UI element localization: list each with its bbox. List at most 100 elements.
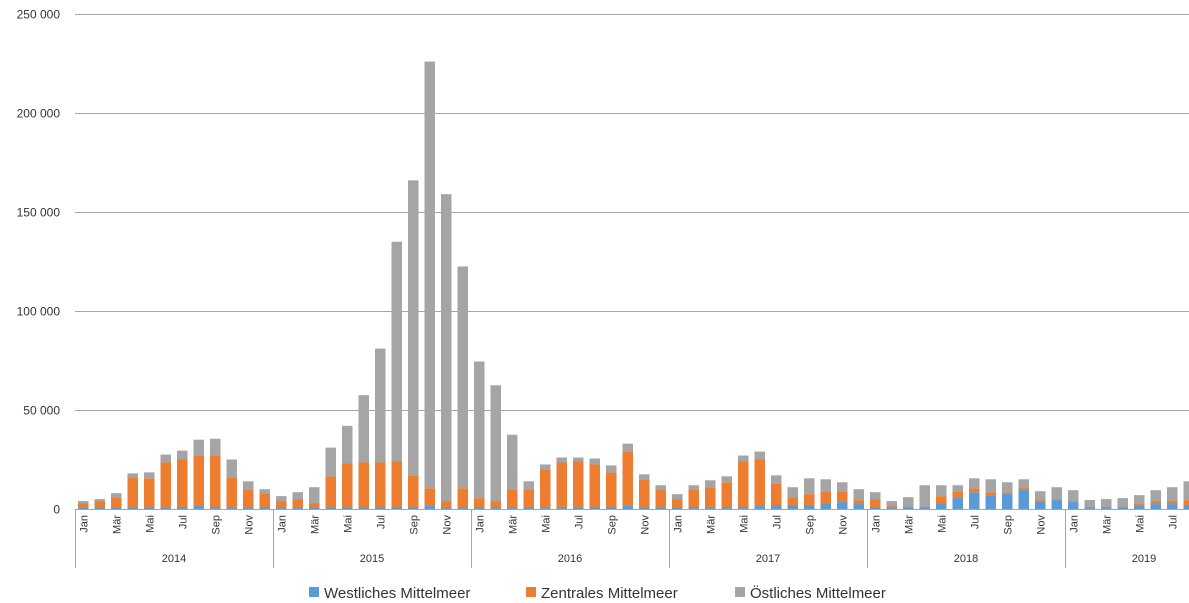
bar-segment-east (540, 464, 551, 470)
bar-segment-east (78, 501, 89, 504)
bar-segment-west (853, 504, 864, 509)
bar-segment-east (754, 451, 765, 460)
y-tick-label: 50 000 (23, 404, 60, 418)
bar-segment-west (903, 508, 914, 509)
bar-segment-west (1183, 505, 1189, 509)
x-tick-label: Jan (672, 515, 684, 533)
bar-segment-east (111, 493, 122, 498)
bar-segment-west (94, 508, 105, 509)
bar-segment-west (589, 507, 600, 509)
bar-segment-west (457, 508, 468, 509)
bar-segment-central (804, 494, 815, 506)
bar-segment-central (853, 500, 864, 505)
bar-segment-east (573, 457, 584, 462)
bar-segment-west (490, 508, 501, 509)
x-tick-label: Mär (705, 515, 717, 534)
bar-segment-central (1051, 499, 1062, 501)
bar-segment-west (160, 508, 171, 509)
legend-label-east: Östliches Mittelmeer (750, 584, 886, 602)
bar-segment-east (1068, 490, 1079, 502)
bar-segment-central (375, 462, 386, 509)
bar-segment-central (507, 489, 518, 509)
bar-segment-west (1051, 500, 1062, 509)
bar-segment-east (507, 434, 518, 490)
bar-segment-east (160, 454, 171, 463)
bar-segment-central (573, 461, 584, 509)
bar-segment-east (1183, 481, 1189, 501)
bar-segment-west (556, 508, 567, 509)
x-tick-label: Nov (639, 515, 651, 535)
bar-segment-west (193, 506, 204, 509)
bar-segment-central (672, 499, 683, 509)
x-tick-label: Mär (1101, 515, 1113, 534)
bar-segment-west (622, 506, 633, 509)
bar-segment-east (193, 439, 204, 456)
bar-segment-west (259, 508, 270, 509)
bar-segment-west (127, 508, 138, 509)
bar-segment-east (721, 476, 732, 483)
bar-segment-west (507, 508, 518, 509)
bar-segment-east (94, 499, 105, 502)
bar-segment-east (886, 501, 897, 507)
bar-segment-central (1018, 487, 1029, 490)
bar-segment-east (1035, 491, 1046, 501)
bar-segment-west (391, 507, 402, 509)
x-tick-label: Nov (1035, 515, 1047, 535)
bar-segment-west (606, 507, 617, 509)
bar-segment-central (985, 492, 996, 496)
bar-segment-central (1068, 501, 1079, 503)
year-label: 2019 (1132, 553, 1156, 565)
bar-segment-central (226, 477, 237, 509)
year-label: 2016 (558, 553, 582, 565)
bar-segment-east (408, 180, 419, 476)
bar-segment-central (1101, 507, 1112, 509)
x-tick-label: Jul (771, 515, 783, 529)
bar-segment-east (738, 455, 749, 462)
bar-segment-west (358, 508, 369, 509)
bar-segment-east (391, 241, 402, 462)
y-tick-label: 250 000 (17, 8, 61, 22)
bar-segment-west (1035, 501, 1046, 509)
bar-segment-central (969, 488, 980, 493)
gridlines (75, 14, 1189, 411)
y-tick-label: 150 000 (17, 206, 61, 220)
bar-segment-east (705, 480, 716, 488)
x-tick-label: Mai (342, 515, 354, 533)
bar-segment-east (1018, 479, 1029, 488)
bar-segment-central (589, 464, 600, 508)
bar-segment-west (1068, 502, 1079, 509)
bar-segment-west (292, 508, 303, 509)
x-tick-label: Mär (507, 515, 519, 534)
y-tick-label: 100 000 (17, 305, 61, 319)
bar-segment-west (754, 506, 765, 509)
legend-swatch-central (526, 587, 536, 597)
bar-segment-central (919, 507, 930, 509)
bar-segment-east (672, 494, 683, 500)
x-tick-label: Sep (1002, 515, 1014, 535)
bar-segment-central (820, 491, 831, 504)
bar-segment-central (540, 469, 551, 509)
bar-segment-west (78, 508, 89, 509)
bar-segment-central (408, 475, 419, 508)
bar-segment-east (276, 496, 287, 502)
bar-segment-west (474, 508, 485, 509)
bar-segment-east (325, 447, 336, 477)
x-tick-label: Mai (738, 515, 750, 533)
bar-segment-central (705, 487, 716, 509)
bar-segment-west (111, 508, 122, 509)
bar-segment-central (1117, 507, 1128, 509)
bar-segment-west (820, 503, 831, 509)
bar-segment-central (936, 496, 947, 504)
bar-segment-east (837, 482, 848, 492)
bar-segment-west (1101, 508, 1112, 509)
bar-segment-central (177, 459, 188, 508)
bar-segment-east (474, 361, 485, 499)
bar-segment-east (210, 438, 221, 456)
x-tick-label: Jan (276, 515, 288, 533)
bar-segment-west (408, 507, 419, 509)
bar-segment-east (936, 485, 947, 497)
bar-segment-west (276, 508, 287, 509)
bar-segment-central (622, 451, 633, 507)
bar-segment-central (144, 478, 155, 509)
